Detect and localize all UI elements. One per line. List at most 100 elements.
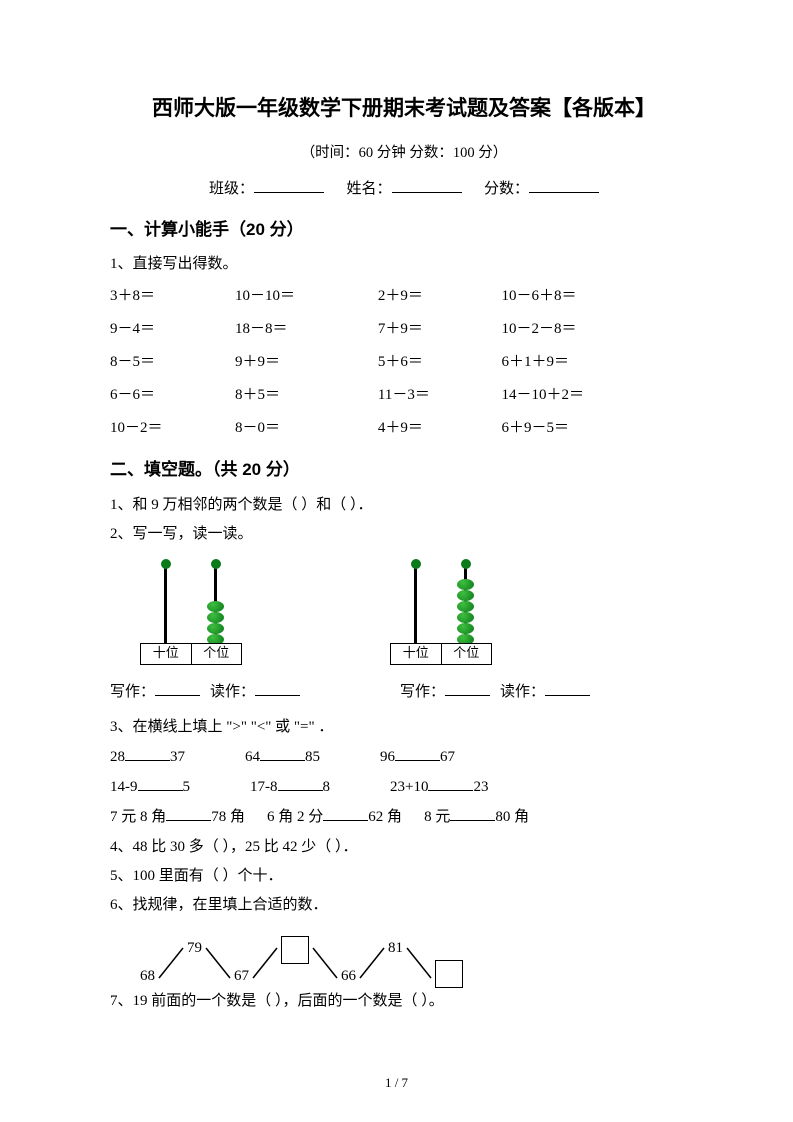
- cmp: 78 角: [211, 809, 245, 825]
- calc-cell: 18－8＝: [235, 313, 378, 346]
- s2-q7: 7、19 前面的一个数是（ ），后面的一个数是（ ）。: [110, 988, 698, 1015]
- score-label: 分数：: [484, 181, 529, 197]
- cmp-blank[interactable]: [125, 745, 170, 761]
- calc-cell: 9－4＝: [110, 313, 235, 346]
- bead-icon: [457, 623, 474, 634]
- up-slash-icon: [155, 942, 187, 982]
- down-slash-icon: [403, 942, 435, 982]
- read-label: 读作：: [210, 684, 255, 700]
- calc-cell: 3＋8＝: [110, 280, 235, 313]
- section2-heading: 二、填空题。（共 20 分）: [110, 455, 698, 486]
- rod-tip: [461, 559, 471, 569]
- write-blank[interactable]: [445, 680, 490, 696]
- cmp: 67: [440, 749, 455, 765]
- read-label: 读作：: [500, 684, 545, 700]
- ones-label: 个位: [442, 644, 492, 664]
- page-number: 1 / 7: [0, 1071, 793, 1094]
- write-blank[interactable]: [155, 680, 200, 696]
- calc-cell: 6＋1＋9＝: [502, 346, 698, 379]
- bead-icon: [457, 601, 474, 612]
- cmp-blank[interactable]: [323, 805, 368, 821]
- calc-cell: 6－6＝: [110, 379, 235, 412]
- abacus-rod-ones: [214, 565, 217, 645]
- compare-row: 7 元 8 角78 角 6 角 2 分62 角 8 元80 角: [110, 804, 698, 831]
- s2-q3: 3、在横线上填上 ">" "<" 或 "=" ．: [110, 714, 698, 741]
- cmp-blank[interactable]: [278, 775, 323, 791]
- calc-cell: 8＋5＝: [235, 379, 378, 412]
- pat-n2: 79: [187, 935, 202, 962]
- name-blank[interactable]: [392, 177, 462, 193]
- s2-q2: 2、写一写，读一读。: [110, 521, 698, 548]
- calc-row: 8－5＝ 9＋9＝ 5＋6＝ 6＋1＋9＝: [110, 346, 698, 379]
- pattern-diagram: 68 79 67 66 81: [140, 927, 698, 982]
- page-title: 西师大版一年级数学下册期末考试题及答案【各版本】: [110, 90, 698, 128]
- s2-q4: 4、48 比 30 多（ ），25 比 42 少（ ）．: [110, 834, 698, 861]
- class-blank[interactable]: [254, 177, 324, 193]
- calc-row: 3＋8＝ 10－10＝ 2＋9＝ 10－6＋8＝: [110, 280, 698, 313]
- calc-row: 6－6＝ 8＋5＝ 11－3＝ 14－10＋2＝: [110, 379, 698, 412]
- section1-heading: 一、计算小能手（20 分）: [110, 215, 698, 246]
- abacus-rod-tens: [164, 565, 167, 645]
- read-blank[interactable]: [255, 680, 300, 696]
- abacus-rod-tens: [414, 565, 417, 645]
- score-blank[interactable]: [529, 177, 599, 193]
- exam-page: 西师大版一年级数学下册期末考试题及答案【各版本】 （时间：60 分钟 分数：10…: [0, 0, 793, 1122]
- bead-icon: [207, 612, 224, 623]
- cmp: 23+10: [390, 779, 428, 795]
- calc-cell: 6＋9－5＝: [502, 412, 698, 445]
- write-label: 写作：: [110, 684, 155, 700]
- cmp-blank[interactable]: [450, 805, 495, 821]
- read-blank[interactable]: [545, 680, 590, 696]
- cmp-blank[interactable]: [166, 805, 211, 821]
- calc-cell: 14－10＋2＝: [502, 379, 698, 412]
- cmp: 17-8: [250, 779, 278, 795]
- calc-row: 9－4＝ 18－8＝ 7＋9＝ 10－2－8＝: [110, 313, 698, 346]
- cmp-blank[interactable]: [138, 775, 183, 791]
- cmp: 64: [245, 749, 260, 765]
- pat-n1: 68: [140, 963, 155, 990]
- rod-tip: [211, 559, 221, 569]
- cmp: 8: [323, 779, 331, 795]
- calc-cell: 4＋9＝: [378, 412, 502, 445]
- cmp-blank[interactable]: [395, 745, 440, 761]
- cmp: 80 角: [495, 809, 529, 825]
- cmp: 14-9: [110, 779, 138, 795]
- pat-box-high[interactable]: [281, 936, 309, 964]
- abacus-rod-ones: [464, 565, 467, 645]
- cmp: 23: [473, 779, 488, 795]
- calc-table: 3＋8＝ 10－10＝ 2＋9＝ 10－6＋8＝ 9－4＝ 18－8＝ 7＋9＝…: [110, 280, 698, 445]
- info-row: 班级： 姓名： 分数：: [110, 176, 698, 203]
- calc-cell: 11－3＝: [378, 379, 502, 412]
- abacus-base: 十位 个位: [140, 643, 242, 665]
- s2-q5: 5、100 里面有（ ）个十．: [110, 863, 698, 890]
- cmp: 85: [305, 749, 320, 765]
- calc-cell: 10－2－8＝: [502, 313, 698, 346]
- calc-cell: 7＋9＝: [378, 313, 502, 346]
- calc-cell: 9＋9＝: [235, 346, 378, 379]
- bead-icon: [457, 579, 474, 590]
- bead-icon: [457, 590, 474, 601]
- write-label: 写作：: [400, 684, 445, 700]
- cmp-blank[interactable]: [260, 745, 305, 761]
- cmp: 8 元: [424, 809, 450, 825]
- abacus-base: 十位 个位: [390, 643, 492, 665]
- cmp: 6 角 2 分: [267, 809, 323, 825]
- s2-q1: 1、和 9 万相邻的两个数是（ ）和（ ）．: [110, 492, 698, 519]
- tens-label: 十位: [141, 644, 192, 664]
- subtitle: （时间：60 分钟 分数：100 分）: [110, 140, 698, 166]
- cmp: 5: [183, 779, 191, 795]
- pat-n5: 66: [341, 963, 356, 990]
- bead-icon: [207, 601, 224, 612]
- ones-label: 个位: [192, 644, 242, 664]
- calc-cell: 8－5＝: [110, 346, 235, 379]
- bead-icon: [457, 612, 474, 623]
- up-slash-icon: [356, 942, 388, 982]
- compare-row: 2837 6485 9667: [110, 744, 698, 771]
- cmp-blank[interactable]: [428, 775, 473, 791]
- calc-cell: 8－0＝: [235, 412, 378, 445]
- up-slash-icon: [249, 942, 281, 982]
- pat-n6: 81: [388, 935, 403, 962]
- q1-label: 1、直接写出得数。: [110, 251, 698, 278]
- s2-q6: 6、找规律，在里填上合适的数．: [110, 892, 698, 919]
- pat-box-low[interactable]: [435, 960, 463, 988]
